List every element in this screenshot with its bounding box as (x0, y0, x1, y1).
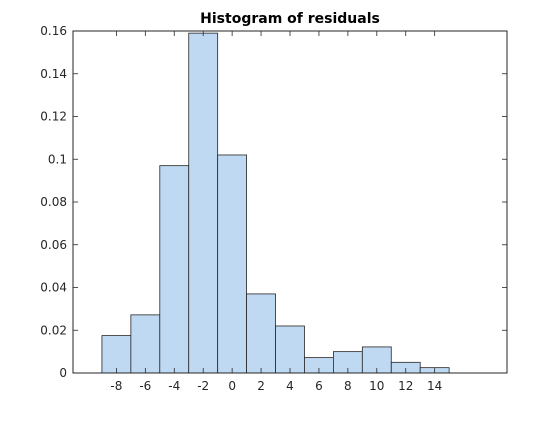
x-tick-label: -8 (110, 379, 122, 393)
y-tick-label: 0.02 (40, 323, 67, 337)
bars-group (101, 32, 450, 374)
chart-title: Histogram of residuals (200, 11, 380, 27)
y-tick-label: 0.16 (40, 24, 67, 38)
x-tick-label: -6 (139, 379, 151, 393)
x-tick-label: 8 (344, 379, 352, 393)
y-axis-tick-labels: 0 0.02 0.04 0.06 0.08 0.1 0.12 0.14 0.16 (40, 24, 67, 380)
x-tick-label: 6 (315, 379, 323, 393)
x-tick-label: 4 (286, 379, 294, 393)
x-tick-label: 10 (369, 379, 384, 393)
histogram-bar (159, 165, 190, 374)
y-tick-label: 0 (59, 366, 67, 380)
histogram-bar (217, 154, 248, 374)
x-tick-label: 0 (228, 379, 236, 393)
y-tick-label: 0.04 (40, 281, 67, 295)
x-tick-label: 12 (398, 379, 413, 393)
y-tick-label: 0.06 (40, 238, 67, 252)
histogram-bar (188, 32, 219, 374)
y-tick-label: 0.1 (48, 152, 67, 166)
x-axis-tick-labels: -8 -6 -4 -2 0 2 4 6 8 10 12 14 (110, 379, 442, 393)
histogram-bar (101, 335, 132, 374)
histogram-bar (275, 325, 305, 374)
y-tick-label: 0.14 (40, 67, 67, 81)
ticks-group (73, 30, 507, 374)
y-tick-label: 0.08 (40, 195, 67, 209)
histogram-bar (130, 314, 161, 374)
x-tick-label: 2 (257, 379, 265, 393)
y-tick-label: 0.12 (40, 110, 67, 124)
histogram-bar (246, 293, 276, 374)
x-tick-label: 14 (427, 379, 442, 393)
x-tick-label: -4 (168, 379, 180, 393)
x-tick-label: -2 (197, 379, 209, 393)
